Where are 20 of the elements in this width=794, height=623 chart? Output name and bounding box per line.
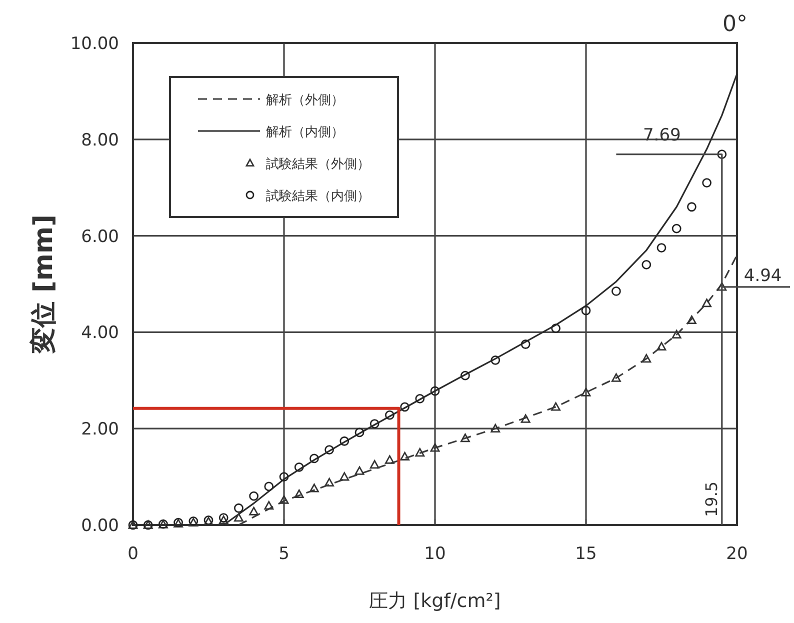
x-tick-label: 10 — [424, 544, 446, 564]
y-axis-title: 変位 [mm] — [29, 214, 59, 355]
annotation: 4.94 — [744, 266, 782, 286]
y-tick-label: 4.00 — [81, 323, 119, 344]
legend-label: 試験結果（内側） — [266, 189, 370, 204]
legend-label: 解析（内側） — [266, 125, 344, 140]
y-tick-label: 0.00 — [81, 516, 119, 536]
y-tick-label: 8.00 — [81, 130, 119, 150]
legend-label: 試験結果（外側） — [266, 157, 370, 172]
y-tick-label: 2.00 — [81, 420, 119, 440]
y-tick-label: 10.00 — [70, 34, 119, 54]
x-tick-label: 5 — [278, 544, 290, 564]
x-tick-label: 20 — [726, 544, 748, 564]
y-tick-label: 6.00 — [81, 226, 119, 247]
x-tick-label: 0 — [128, 544, 138, 564]
legend-label: 解析（外側） — [266, 93, 344, 108]
x-tick-label: 15 — [575, 544, 597, 564]
annotation: 19.5 — [702, 481, 721, 517]
text: 0° — [722, 12, 748, 37]
x-axis-title: 圧力 [kgf/cm²] — [369, 590, 501, 612]
